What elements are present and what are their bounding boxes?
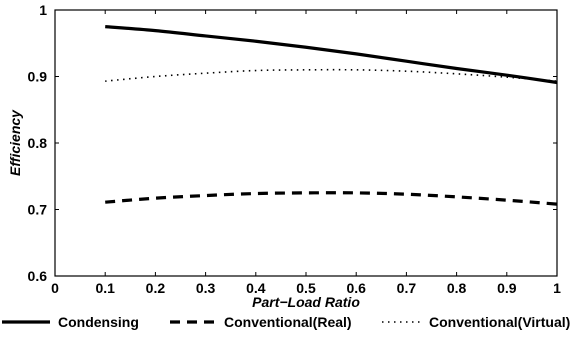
x-tick-label: 1 [553, 280, 561, 296]
y-tick-label: 0.8 [28, 135, 48, 151]
x-tick-label: 0 [51, 280, 59, 296]
y-tick-label: 1 [39, 2, 47, 18]
axis-ticks: 0 0.1 0.2 0.3 0.4 0.5 0.6 0.7 0.8 0.9 1 0.6 0.7 0.8 0.… [28, 2, 562, 296]
series-line-condensing [105, 25, 558, 85]
legend-label-conventional-real: Conventional(Real) [224, 314, 352, 330]
y-tick-label: 0.9 [28, 69, 48, 85]
x-tick-label: 0.3 [196, 280, 216, 296]
x-axis-title: Part−Load Ratio [252, 294, 360, 310]
series-lines [105, 25, 558, 206]
x-tick-label: 0.9 [497, 280, 517, 296]
x-tick-label: 0.7 [397, 280, 417, 296]
x-tick-label: 0.2 [146, 280, 166, 296]
legend: Condensing Conventional(Real) Conventional… [2, 314, 570, 330]
y-tick-label: 0.6 [28, 268, 48, 284]
x-tick-label: 0.1 [95, 280, 115, 296]
series-line-conventional-real [105, 191, 558, 206]
legend-label-conventional-virtual: Conventional(Virtual) [429, 314, 570, 330]
x-tick-label: 0.6 [346, 280, 366, 296]
x-tick-label: 0.4 [246, 280, 266, 296]
x-tick-label: 0.8 [447, 280, 467, 296]
plot-frame [54, 9, 558, 277]
x-tick-label: 0.5 [296, 280, 316, 296]
y-axis-title: Efficiency [7, 109, 23, 176]
legend-label-condensing: Condensing [58, 314, 139, 330]
y-tick-label: 0.7 [28, 202, 48, 218]
